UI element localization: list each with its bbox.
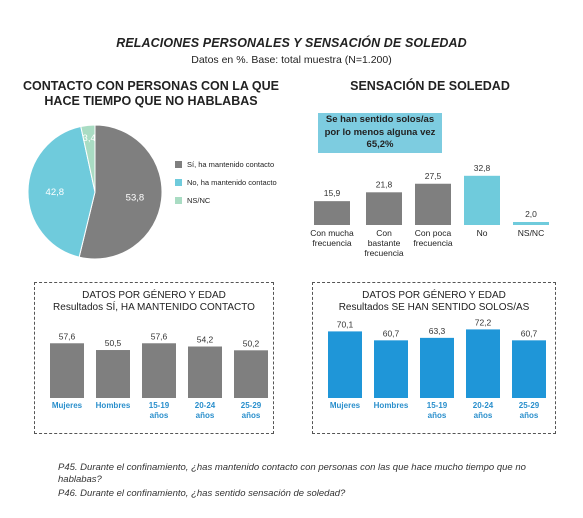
bar <box>464 175 500 225</box>
bar-value-label: 50,2 <box>243 338 260 348</box>
bar <box>466 329 500 398</box>
page-title: RELACIONES PERSONALES Y SENSACIÓN DE SOL… <box>116 36 467 50</box>
legend-swatch <box>175 197 182 204</box>
category-label: No <box>477 228 488 238</box>
bar-value-label: 50,5 <box>105 338 122 348</box>
bar <box>328 331 362 398</box>
bar-value-label: 60,7 <box>383 328 400 338</box>
pie-slice <box>78 124 163 260</box>
bar <box>513 222 549 225</box>
loneliness-bar-chart: 15,9 Con mucha frecuencia 21,8 Con bastante fr… <box>310 163 549 258</box>
pie-legend: Sí, ha mantenido contacto No, ha mantenid… <box>175 160 300 214</box>
bar-value-label: 27,5 <box>425 171 442 181</box>
loneliness-breakdown-line2: Resultados SE HAN SENTIDO SOLOS/AS <box>338 302 530 313</box>
contact-by-group-chart: 57,6 Mujeres 50,5 Hombres 57,6 15-19 años 54,2 2… <box>50 331 268 420</box>
category-label: Hombres <box>374 401 409 410</box>
bar <box>512 340 546 398</box>
page-subtitle: Datos en %. Base: total muestra (N=1.200… <box>191 54 392 66</box>
loneliness-breakdown-box <box>312 282 556 434</box>
legend-item: No, ha mantenido contacto <box>175 178 300 188</box>
bar-value-label: 60,7 <box>521 328 538 338</box>
legend-label: Sí, ha mantenido contacto <box>187 160 275 169</box>
footnote-p46: P46. Durante el confinamiento, ¿has sent… <box>58 488 346 499</box>
category-label: Con poca frecuencia <box>413 228 452 248</box>
bar <box>142 343 176 398</box>
pie-slice <box>27 125 96 258</box>
pie-value-label: 42,8 <box>46 187 65 198</box>
category-label: 20-24 años <box>195 401 216 420</box>
pie-slice <box>80 124 96 193</box>
bar-value-label: 21,8 <box>376 179 393 189</box>
bar-value-label: 70,1 <box>337 319 354 329</box>
bar <box>420 337 454 398</box>
legend-label: No, ha mantenido contacto <box>187 178 277 187</box>
contact-breakdown-line2: Resultados SÍ, HA MANTENIDO CONTACTO <box>53 302 255 313</box>
bar <box>415 183 451 225</box>
bar <box>188 346 222 398</box>
footnote-p45: P45. Durante el confinamiento, ¿has mant… <box>58 462 526 485</box>
category-label: NS/NC <box>518 228 544 238</box>
legend-swatch <box>175 161 182 168</box>
bar-value-label: 57,6 <box>59 331 76 341</box>
loneliness-callout: Se han sentido solos/as por lo menos alg… <box>318 113 442 153</box>
bar <box>366 192 402 225</box>
category-label: Con mucha frecuencia <box>310 228 354 248</box>
category-label: 15-19 años <box>427 401 448 420</box>
bar <box>314 201 350 225</box>
legend-item: NS/NC <box>175 196 300 206</box>
contact-heading: CONTACTO CON PERSONAS CON LA QUE HACE TI… <box>22 79 280 108</box>
legend-swatch <box>175 179 182 186</box>
pie-chart: 53,8 42,8 3,4 <box>27 124 163 260</box>
bar <box>374 340 408 398</box>
bar-value-label: 72,2 <box>475 318 492 327</box>
legend-item: Sí, ha mantenido contacto <box>175 160 300 170</box>
bar <box>96 350 130 398</box>
category-label: 25-29 años <box>241 401 262 420</box>
bar <box>234 350 268 398</box>
contact-breakdown-box <box>34 282 274 434</box>
category-label: Con bastante frecuencia <box>364 228 403 258</box>
bar-value-label: 63,3 <box>429 326 446 336</box>
contact-breakdown-line1: DATOS POR GÉNERO Y EDAD <box>82 290 226 301</box>
category-label: Mujeres <box>330 401 361 410</box>
bar-value-label: 54,2 <box>197 335 214 345</box>
category-label: 20-24 años <box>473 401 494 420</box>
loneliness-heading: SENSACIÓN DE SOLEDAD <box>350 79 510 93</box>
bar-value-label: 15,9 <box>324 188 341 198</box>
loneliness-by-group-chart: 70,1 Mujeres 60,7 Hombres 63,3 15-19 años 72,2 2… <box>328 318 546 420</box>
pie-value-label: 3,4 <box>83 133 96 144</box>
category-label: Hombres <box>96 401 131 410</box>
legend-label: NS/NC <box>187 196 211 205</box>
loneliness-breakdown-line1: DATOS POR GÉNERO Y EDAD <box>362 290 506 301</box>
category-label: Mujeres <box>52 401 83 410</box>
bar-value-label: 57,6 <box>151 331 168 341</box>
category-label: 15-19 años <box>149 401 170 420</box>
pie-value-label: 53,8 <box>126 192 145 203</box>
bar-value-label: 32,8 <box>474 163 491 173</box>
category-label: 25-29 años <box>519 401 540 420</box>
bar <box>50 343 84 398</box>
bar-value-label: 2,0 <box>525 209 537 219</box>
